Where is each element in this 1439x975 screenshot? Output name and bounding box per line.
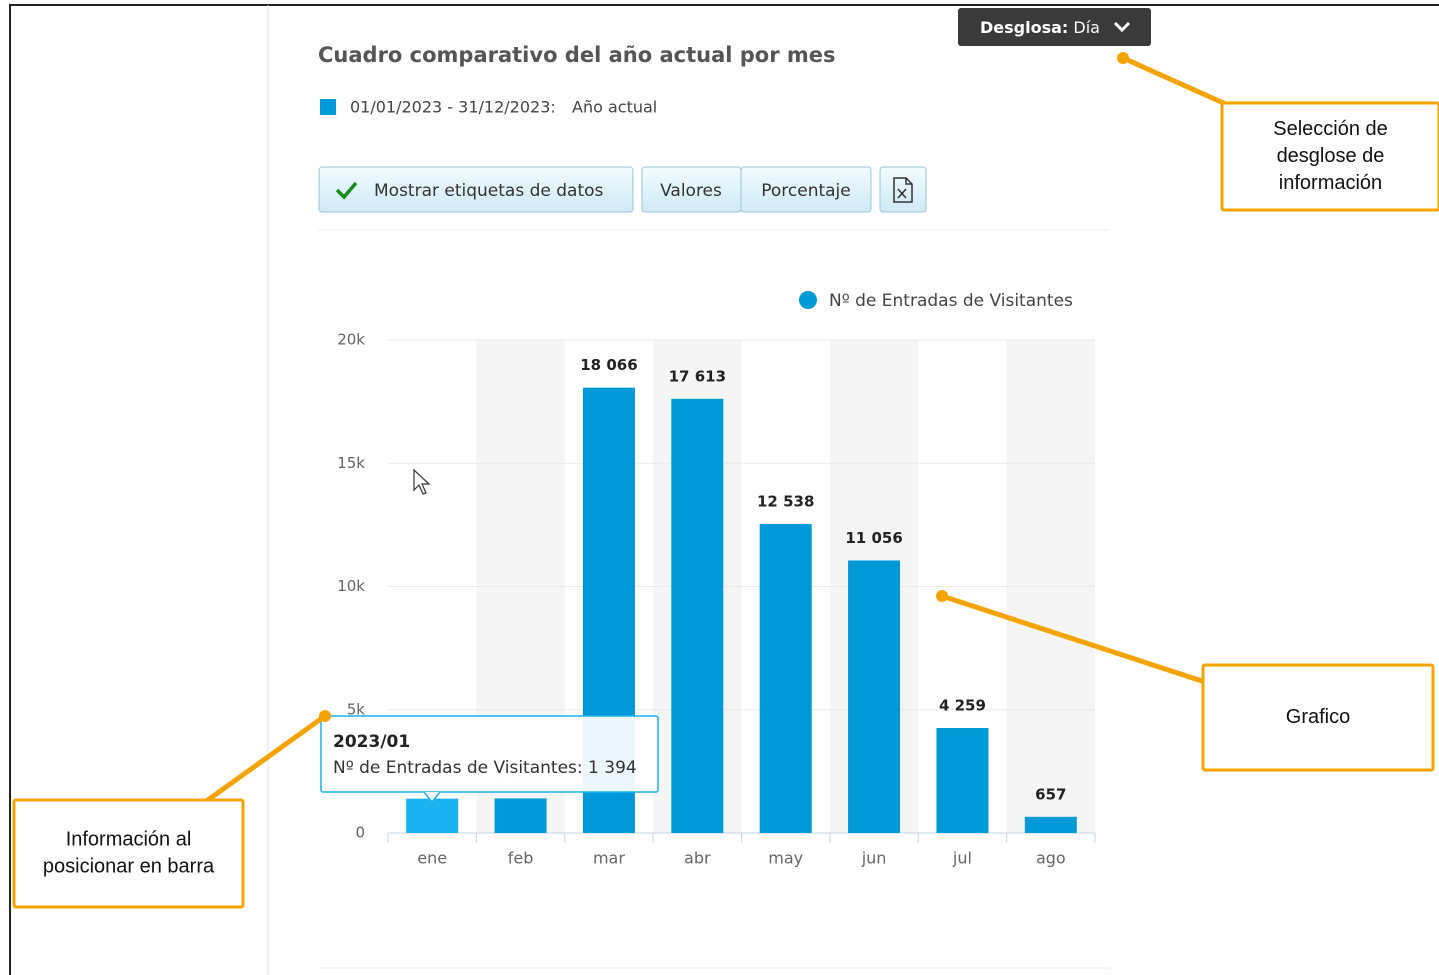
callout-connector	[941, 593, 1206, 685]
data-label: 11 056	[845, 529, 902, 547]
callout-connector	[1121, 55, 1230, 108]
legend-marker	[799, 291, 817, 309]
callout-text: información	[1279, 172, 1382, 194]
data-label: 4 259	[939, 697, 986, 715]
callout-text: Grafico	[1286, 706, 1350, 728]
data-label: 12 538	[757, 492, 814, 510]
callout-text: posicionar en barra	[43, 855, 215, 877]
bar	[936, 728, 989, 833]
bar	[1024, 816, 1077, 833]
data-label: 657	[1035, 785, 1066, 803]
tooltip-label: Nº de Entradas de Visitantes:	[333, 758, 583, 778]
overlay: 2023/01 Nº de Entradas de Visitantes: 1 3…	[12, 52, 1439, 909]
tooltip-pointer	[423, 791, 441, 804]
x-tick-label: jul	[952, 849, 972, 868]
breakdown-key: Desglosa:	[980, 18, 1068, 37]
x-tick-label: ago	[1036, 849, 1066, 868]
chevron	[1113, 21, 1131, 33]
callout-text: desglose de	[1277, 145, 1385, 167]
breakdown-dropdown[interactable]	[958, 8, 1151, 46]
y-tick-label: 15k	[337, 454, 365, 472]
period-swatch	[320, 99, 336, 115]
y-tick-label: 10k	[337, 577, 365, 595]
percentage-text: Porcentaje	[761, 181, 851, 201]
y-tick-label: 0	[355, 824, 365, 842]
callout-dot	[936, 590, 948, 602]
callout-box	[1220, 101, 1439, 212]
y-tick-label: 20k	[337, 331, 365, 349]
tooltip-value: 1 394	[588, 758, 637, 778]
period-range: 01/01/2023 - 31/12/2023:	[350, 98, 556, 117]
x-tick-label: abr	[684, 849, 711, 868]
x-tick-label: feb	[508, 849, 534, 868]
bar	[671, 398, 724, 833]
data-label: 18 066	[580, 356, 637, 374]
excel-icon	[893, 177, 913, 203]
tooltip-body: Nº de Entradas de Visitantes: 1 394	[333, 758, 637, 778]
show-labels-text: Mostrar etiquetas de datos	[374, 181, 604, 201]
excel-button[interactable]	[879, 166, 927, 213]
callout-dot	[1117, 52, 1129, 64]
show-labels-button[interactable]	[318, 166, 634, 213]
check-icon	[335, 181, 358, 200]
x-tick-label: jun	[861, 849, 887, 868]
period-label: Año actual	[572, 98, 657, 117]
legend-label: Nº de Entradas de Visitantes	[829, 291, 1073, 311]
callout-connector	[203, 713, 327, 805]
x-tick-label: may	[768, 849, 803, 868]
breakdown-label: Desglosa: Día	[980, 18, 1100, 37]
callout-dot	[319, 710, 331, 722]
values-text: Valores	[660, 181, 722, 201]
callout-text: Selección de	[1273, 118, 1388, 140]
x-tick-label: ene	[417, 849, 447, 868]
bar	[759, 523, 812, 833]
data-label: 17 613	[669, 367, 726, 385]
bar	[848, 560, 901, 833]
bar	[494, 798, 547, 833]
callout-text: Información al	[66, 828, 192, 850]
bar	[406, 798, 459, 833]
mouse-cursor	[413, 468, 431, 495]
title: Cuadro comparativo del año actual por me…	[318, 43, 836, 67]
callout-box	[1201, 663, 1435, 772]
percentage-button[interactable]	[740, 166, 872, 213]
x-tick-label: mar	[593, 849, 625, 868]
tooltip	[320, 715, 659, 793]
y-tick-label: 5k	[347, 700, 366, 718]
frame	[9, 4, 1439, 975]
tooltip-title: 2023/01	[333, 732, 410, 752]
callout-box	[12, 798, 245, 909]
breakdown-value: Día	[1073, 18, 1100, 37]
